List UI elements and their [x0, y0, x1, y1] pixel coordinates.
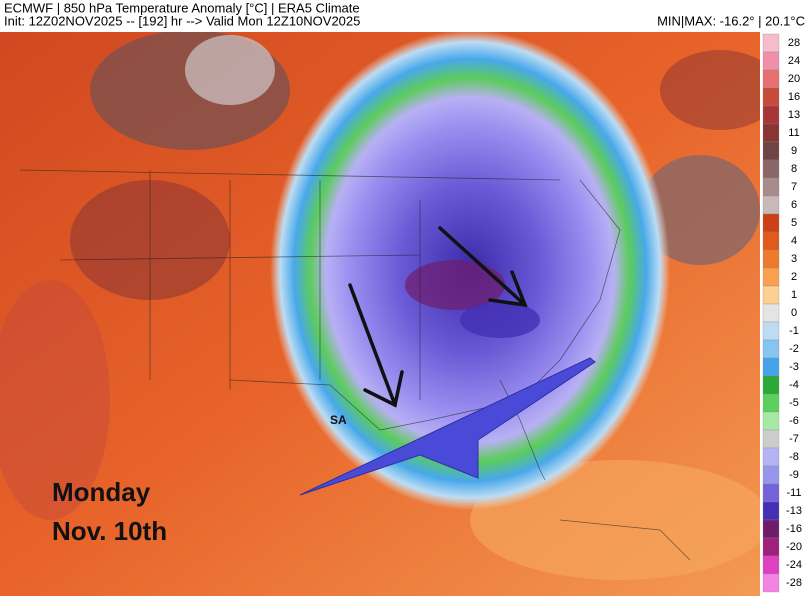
colorbar-swatch	[762, 537, 780, 557]
warm-patches	[0, 30, 780, 580]
cold-core	[405, 260, 505, 310]
date-label: Nov. 10th	[52, 516, 167, 546]
colorbar-label: -5	[789, 397, 799, 409]
colorbar-label: 5	[791, 217, 797, 229]
colorbar-label: 0	[791, 307, 797, 319]
colorbar-label: -7	[789, 433, 799, 445]
colorbar-swatch	[762, 159, 780, 179]
colorbar-swatch	[762, 177, 780, 197]
colorbar-swatch	[762, 33, 780, 53]
colorbar-label: 2	[791, 271, 797, 283]
colorbar-label: -28	[786, 577, 802, 589]
colorbar-label: 7	[791, 181, 797, 193]
header-init: Init: 12Z02NOV2025 -- [192] hr --> Valid…	[4, 13, 360, 28]
colorbar-label: -6	[789, 415, 799, 427]
colorbar-label: 3	[791, 253, 797, 265]
colorbar-swatch	[762, 105, 780, 125]
city-label: SA	[330, 413, 347, 427]
header-bar	[0, 0, 809, 32]
colorbar-label: -20	[786, 541, 802, 553]
colorbar-swatch	[762, 519, 780, 539]
colorbar-swatch	[762, 285, 780, 305]
colorbar-label: -4	[789, 379, 799, 391]
colorbar-label: 24	[788, 55, 800, 67]
colorbar-label: 4	[791, 235, 797, 247]
colorbar-label: 11	[788, 127, 799, 139]
colorbar-swatch	[762, 123, 780, 143]
colorbar-swatch	[762, 501, 780, 521]
colorbar-swatch	[762, 69, 780, 89]
colorbar-swatch	[762, 375, 780, 395]
colorbar-swatch	[762, 465, 780, 485]
colorbar-swatch	[762, 303, 780, 323]
colorbar-label: 9	[791, 145, 797, 157]
colorbar-swatch	[762, 51, 780, 71]
colorbar-swatch	[762, 429, 780, 449]
colorbar-label: 28	[788, 37, 800, 49]
colorbar-label: -1	[789, 325, 799, 337]
arrows	[348, 226, 528, 408]
colorbar-swatch	[762, 483, 780, 503]
colorbar-swatch	[762, 411, 780, 431]
colorbar-swatch	[762, 249, 780, 269]
colorbar-label: 20	[788, 73, 800, 85]
colorbar-label: 6	[791, 199, 797, 211]
colorbar-swatch	[762, 555, 780, 575]
colorbar-swatch	[762, 213, 780, 233]
colorbar-label: -8	[789, 451, 799, 463]
colorbar-swatch	[762, 321, 780, 341]
header-title: ECMWF | 850 hPa Temperature Anomaly [°C]…	[4, 0, 360, 15]
colorbar-label: -24	[786, 559, 802, 571]
colorbar-swatch	[762, 393, 780, 413]
header-minmax: MIN|MAX: -16.2° | 20.1°C	[657, 13, 805, 28]
colorbar-swatch	[762, 231, 780, 251]
colorbar-label: 8	[791, 163, 797, 175]
colorbar-swatch	[762, 267, 780, 287]
colorbar-label: -16	[786, 523, 802, 535]
colorbar-label: 16	[788, 91, 800, 103]
colorbar-swatch	[762, 357, 780, 377]
colorbar-swatch	[762, 447, 780, 467]
colorbar-label: 13	[788, 109, 800, 121]
front-wedge	[299, 357, 596, 496]
colorbar-label: -11	[786, 487, 801, 499]
colorbar-swatch	[762, 339, 780, 359]
cold-core	[460, 302, 540, 338]
colorbar-swatch	[762, 141, 780, 161]
colorbar-label: -13	[786, 505, 802, 517]
colorbar-label: -3	[789, 361, 799, 373]
colorbar-swatch	[762, 573, 780, 593]
colorbar: 28 24 20 16 13 11 9 8 7 6 5 4 3 2 1 0 -1 -2 -3 -4 -5 -6 -7 -8 -9…	[762, 33, 802, 593]
colorbar-swatch	[762, 87, 780, 107]
colorbar-swatch	[762, 195, 780, 215]
colorbar-label: -9	[789, 469, 799, 481]
colorbar-label: -2	[789, 343, 799, 355]
day-label: Monday	[52, 477, 151, 507]
colorbar-label: 1	[791, 289, 797, 301]
